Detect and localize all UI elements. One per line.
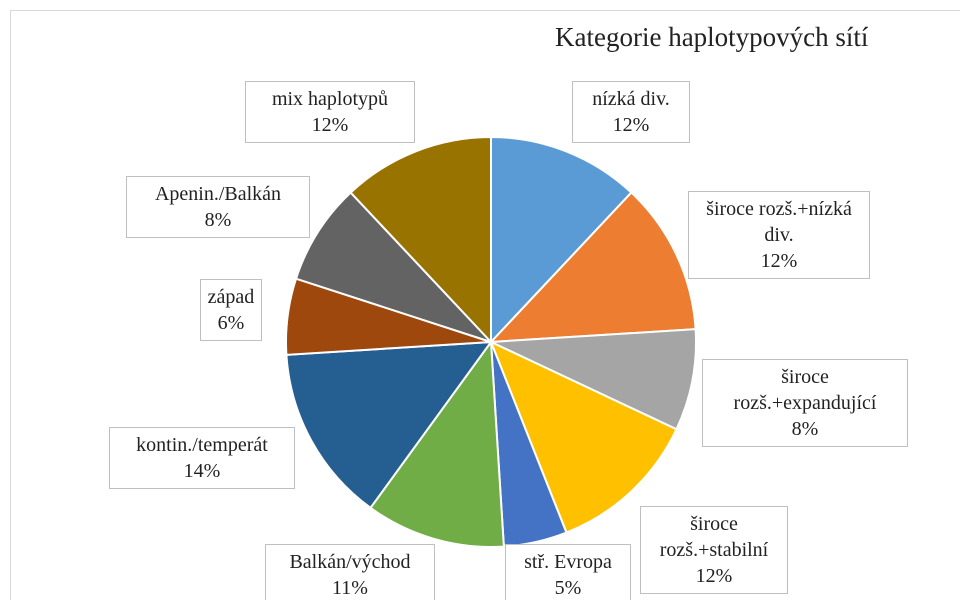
pie-slice bbox=[285, 340, 494, 510]
data-label: široce rozš.+nízká div. 12% bbox=[688, 191, 870, 279]
category-label: Balkán/východ bbox=[289, 551, 411, 573]
pie-slice bbox=[490, 328, 697, 431]
category-label: široce rozš.+nízká div. bbox=[706, 198, 852, 246]
value-label: 12% bbox=[311, 114, 349, 136]
data-label: široce rozš.+expandující 8% bbox=[702, 359, 908, 447]
value-label: 14% bbox=[183, 460, 221, 482]
category-label: nízká div. bbox=[592, 88, 670, 110]
value-label: 5% bbox=[554, 577, 582, 599]
value-label: 12% bbox=[695, 565, 733, 587]
category-label: mix haplotypů bbox=[271, 88, 389, 110]
category-label: široce rozš.+stabilní bbox=[659, 513, 769, 561]
category-label: západ bbox=[207, 286, 255, 308]
value-label: 12% bbox=[612, 114, 650, 136]
data-label: široce rozš.+stabilní 12% bbox=[640, 506, 788, 594]
pie-slice bbox=[488, 191, 697, 344]
pie-slice bbox=[490, 135, 633, 345]
data-label: západ 6% bbox=[200, 279, 262, 341]
data-label: nízká div. 12% bbox=[572, 81, 690, 143]
pie-slice bbox=[294, 191, 492, 343]
category-label: stř. Evropa bbox=[524, 551, 612, 573]
data-label: Apenin./Balkán 8% bbox=[126, 176, 310, 238]
data-label: stř. Evropa 5% bbox=[505, 544, 631, 600]
pie-slice bbox=[489, 340, 678, 534]
value-label: 8% bbox=[791, 418, 819, 440]
value-label: 11% bbox=[332, 577, 368, 599]
category-label: Apenin./Balkán bbox=[154, 183, 282, 205]
data-label: mix haplotypů 12% bbox=[245, 81, 415, 143]
chart-border bbox=[10, 10, 960, 600]
pie-slice bbox=[369, 339, 505, 548]
data-label: Balkán/východ 11% bbox=[265, 544, 435, 600]
data-label: kontin./temperát 14% bbox=[109, 427, 295, 489]
pie-slice bbox=[349, 135, 492, 345]
chart-title: Kategorie haplotypových sítí bbox=[555, 22, 869, 52]
value-label: 8% bbox=[204, 209, 232, 231]
category-label: široce rozš.+expandující bbox=[733, 366, 877, 414]
value-label: 12% bbox=[760, 250, 798, 272]
category-label: kontin./temperát bbox=[136, 434, 268, 456]
value-label: 6% bbox=[217, 312, 245, 334]
